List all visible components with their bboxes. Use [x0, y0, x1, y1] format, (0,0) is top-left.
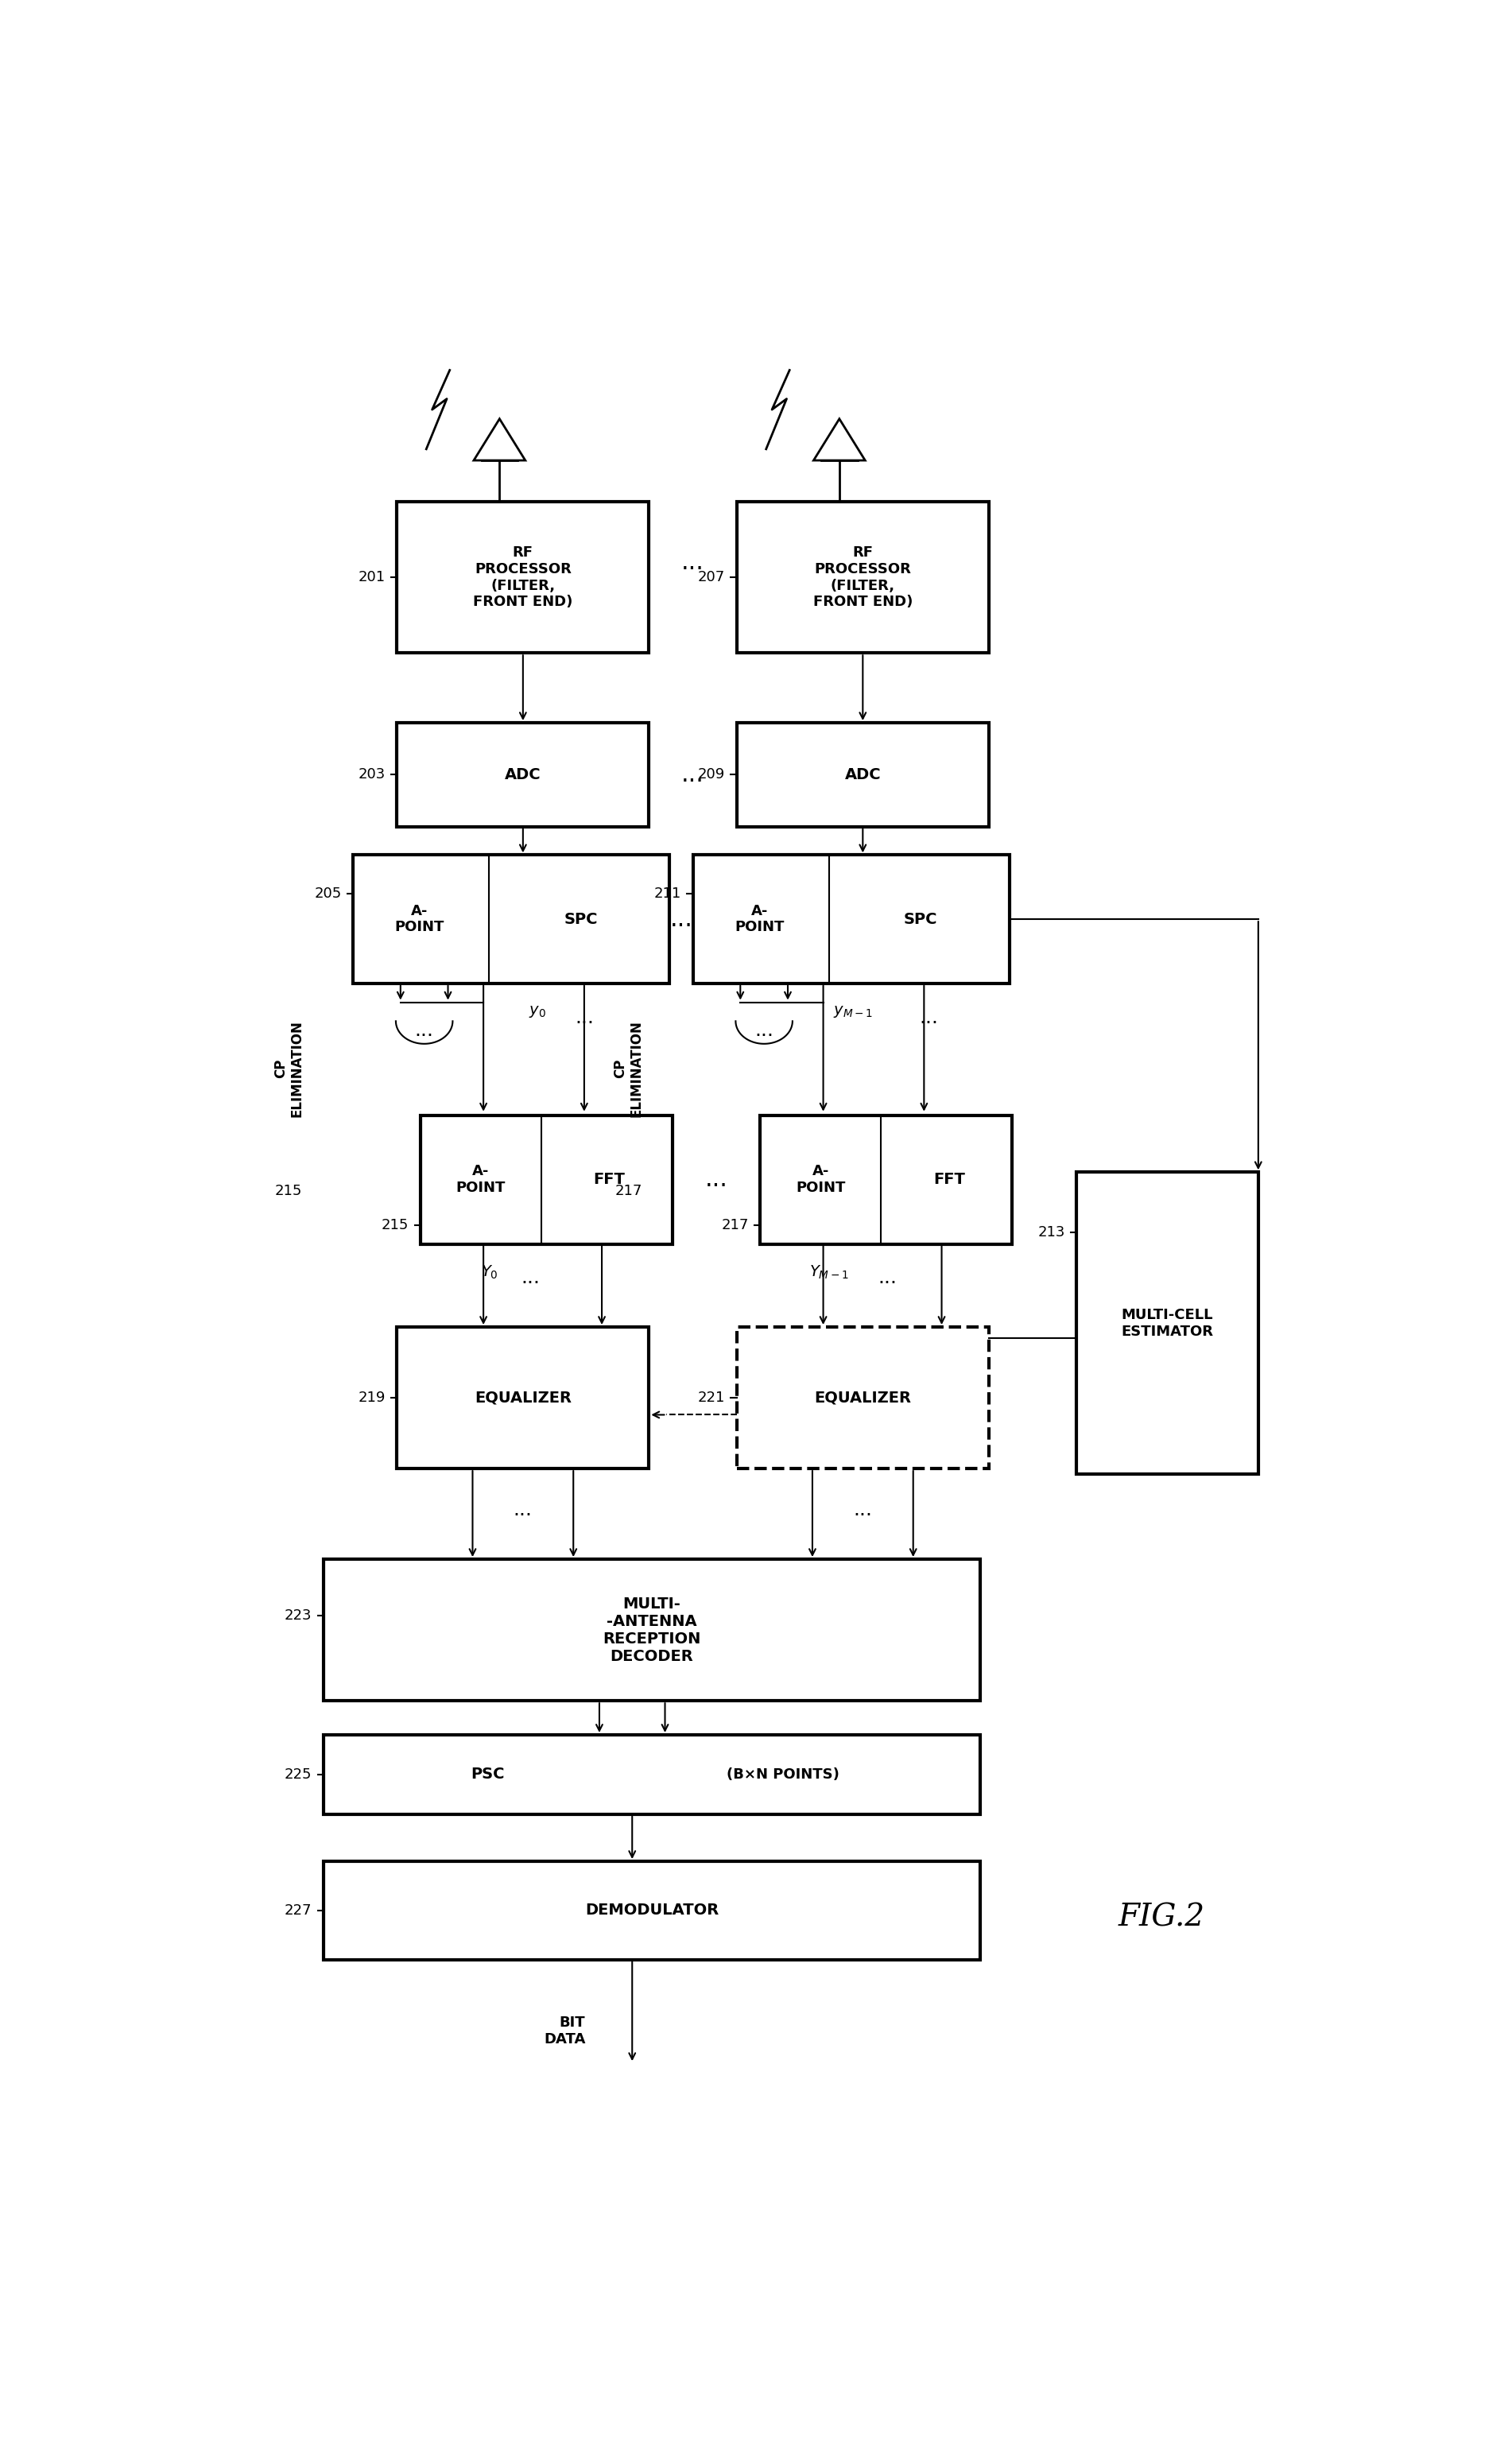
Bar — [736, 723, 989, 826]
Text: 215: 215 — [381, 1219, 408, 1233]
Text: ...: ... — [705, 1167, 727, 1192]
Text: 227: 227 — [284, 1903, 311, 1917]
Text: CP
ELIMINATION: CP ELIMINATION — [274, 1020, 304, 1116]
Text: ...: ... — [754, 1020, 774, 1040]
Text: 217: 217 — [615, 1184, 643, 1199]
Text: 205: 205 — [314, 885, 342, 900]
Text: 213: 213 — [1037, 1226, 1064, 1241]
Text: ADC: ADC — [845, 767, 881, 782]
Text: A-
POINT: A- POINT — [457, 1165, 505, 1194]
Text: FFT: FFT — [594, 1172, 626, 1187]
Text: 201: 201 — [358, 571, 386, 584]
Bar — [324, 1861, 980, 1959]
Text: A-
POINT: A- POINT — [735, 905, 785, 934]
Bar — [398, 1327, 649, 1469]
Text: ...: ... — [670, 907, 692, 932]
Text: MULTI-
-ANTENNA
RECEPTION
DECODER: MULTI- -ANTENNA RECEPTION DECODER — [603, 1596, 702, 1665]
Text: $Y_{M-1}$: $Y_{M-1}$ — [809, 1263, 848, 1280]
Text: CP
ELIMINATION: CP ELIMINATION — [612, 1020, 644, 1116]
Text: 221: 221 — [697, 1390, 726, 1405]
Text: DEMODULATOR: DEMODULATOR — [585, 1903, 718, 1917]
Text: $y_{M-1}$: $y_{M-1}$ — [833, 1005, 872, 1020]
Text: BIT
DATA: BIT DATA — [544, 2016, 585, 2047]
Text: EQUALIZER: EQUALIZER — [475, 1390, 572, 1405]
Text: A-
POINT: A- POINT — [395, 905, 445, 934]
Text: ...: ... — [853, 1501, 872, 1520]
Bar — [324, 1559, 980, 1702]
Text: ...: ... — [575, 1008, 594, 1027]
Text: SPC: SPC — [904, 912, 937, 927]
Bar — [324, 1736, 980, 1814]
Text: (B×N POINTS): (B×N POINTS) — [727, 1768, 839, 1783]
Text: ...: ... — [520, 1268, 540, 1287]
Text: PSC: PSC — [470, 1768, 505, 1783]
Text: 215: 215 — [275, 1184, 302, 1199]
Bar — [736, 503, 989, 652]
Text: FFT: FFT — [933, 1172, 965, 1187]
Text: 211: 211 — [653, 885, 680, 900]
Text: ADC: ADC — [505, 767, 541, 782]
Text: ...: ... — [514, 1501, 532, 1520]
Text: 209: 209 — [699, 767, 726, 782]
Text: SPC: SPC — [564, 912, 597, 927]
Text: ...: ... — [414, 1020, 434, 1040]
Bar — [761, 1116, 1012, 1243]
Bar — [398, 503, 649, 652]
Bar — [352, 856, 670, 983]
Bar — [736, 1327, 989, 1469]
Text: EQUALIZER: EQUALIZER — [815, 1390, 912, 1405]
Bar — [398, 723, 649, 826]
Text: 207: 207 — [699, 571, 726, 584]
Text: FIG.2: FIG.2 — [1119, 1903, 1205, 1932]
Text: $y_0$: $y_0$ — [529, 1005, 546, 1020]
Text: 223: 223 — [284, 1609, 311, 1623]
Bar — [692, 856, 1010, 983]
Bar — [420, 1116, 673, 1243]
Text: ...: ... — [682, 552, 705, 574]
Text: MULTI-CELL
ESTIMATOR: MULTI-CELL ESTIMATOR — [1122, 1307, 1214, 1339]
Text: $Y_0$: $Y_0$ — [481, 1263, 497, 1280]
Text: 217: 217 — [721, 1219, 748, 1233]
Text: RF
PROCESSOR
(FILTER,
FRONT END): RF PROCESSOR (FILTER, FRONT END) — [813, 544, 913, 611]
Text: A-
POINT: A- POINT — [795, 1165, 845, 1194]
Text: 225: 225 — [284, 1768, 311, 1783]
Text: ...: ... — [682, 763, 705, 787]
Text: RF
PROCESSOR
(FILTER,
FRONT END): RF PROCESSOR (FILTER, FRONT END) — [473, 544, 573, 611]
Text: ...: ... — [919, 1008, 939, 1027]
Text: 203: 203 — [358, 767, 386, 782]
Text: 219: 219 — [358, 1390, 386, 1405]
Text: ...: ... — [878, 1268, 897, 1287]
Bar — [1077, 1172, 1258, 1474]
